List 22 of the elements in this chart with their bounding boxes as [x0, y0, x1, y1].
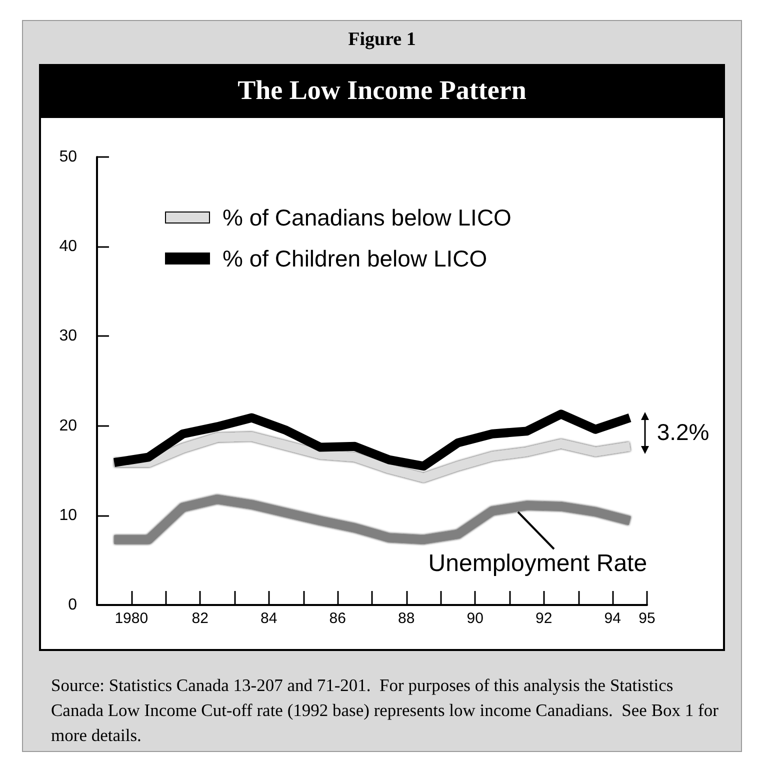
x-tick-label: 84 — [260, 610, 278, 627]
x-tick-label: 82 — [192, 610, 208, 627]
y-tick-label: 0 — [68, 596, 78, 614]
y-tick-label: 30 — [59, 328, 78, 345]
x-tick-label: 92 — [536, 610, 552, 627]
x-tick-label: 90 — [466, 610, 484, 627]
x-tick-label: 88 — [398, 610, 415, 627]
x-tick-label: 86 — [329, 610, 346, 627]
legend-label: % of Canadians below LICO — [222, 204, 512, 230]
x-tick-label: 95 — [638, 610, 656, 627]
y-tick-label: 40 — [59, 238, 78, 256]
annotation: Unemployment Rate — [427, 550, 648, 578]
x-tick-label: 94 — [604, 610, 621, 627]
x-tick-label: 1980 — [114, 610, 148, 627]
y-tick-label: 50 — [59, 148, 78, 166]
chart-title: The Low Income Pattern — [39, 64, 725, 116]
legend-label: % of Children below LICO — [222, 246, 488, 272]
chart-subtitle: Figure 1 — [347, 29, 417, 52]
source-note: Source: Statistics Canada 13-207 and 71-201. For purposes of this analysis the Statistics Canada Low Income Cut-off rate (1992 base) represents low income Canadians. See Box 1 for more details. — [51, 674, 719, 747]
text: 3.2% — [656, 418, 710, 446]
y-tick-label: 20 — [59, 417, 78, 434]
y-tick-label: 10 — [59, 506, 78, 524]
